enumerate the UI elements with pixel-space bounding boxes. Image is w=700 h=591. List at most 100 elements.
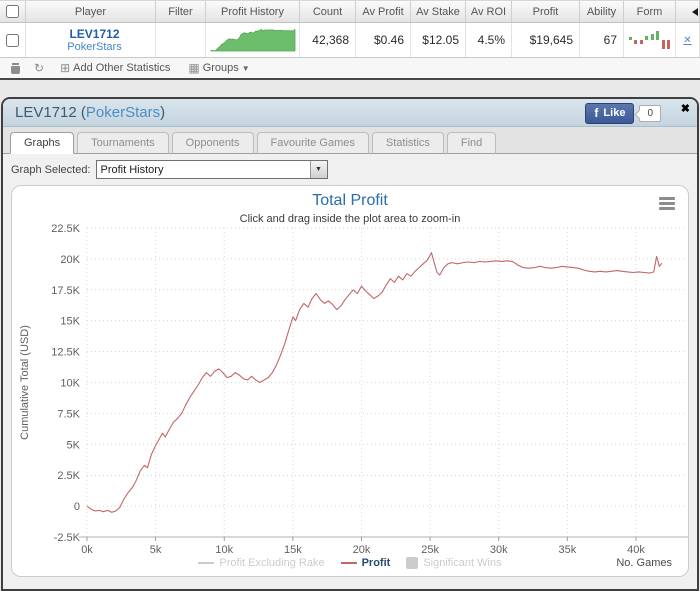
legend-item-significant-wins[interactable]: Significant Wins	[406, 557, 502, 569]
svg-text:5K: 5K	[67, 439, 81, 451]
ability-cell: 67	[580, 23, 624, 57]
column-header-av-roi[interactable]: Av ROI	[466, 1, 512, 22]
chart-subtitle: Click and drag inside the plot area to z…	[239, 213, 461, 225]
tab-tournaments[interactable]: Tournaments	[77, 132, 169, 154]
svg-text:10k: 10k	[215, 544, 233, 554]
chart-title: Total Profit	[312, 192, 388, 209]
like-label: Like	[603, 107, 626, 119]
row-close-icon[interactable]: ✕	[683, 34, 692, 46]
svg-text:20K: 20K	[60, 254, 80, 266]
like-count-badge: 0	[639, 105, 661, 122]
column-header-profit-history[interactable]: Profit History	[206, 1, 300, 22]
filter-cell	[156, 23, 206, 57]
grid-corner-arrow-icon	[692, 8, 698, 16]
svg-text:10K: 10K	[60, 378, 80, 390]
row-select-cell	[0, 23, 26, 57]
column-header-profit[interactable]: Profit	[512, 1, 580, 22]
graph-select-value: Profit History	[100, 163, 164, 176]
profit-sparkline	[210, 28, 295, 52]
svg-text:12.5K: 12.5K	[51, 347, 80, 359]
grid-toolbar: ↻ ⊞ Add Other Statistics ▦ Groups ▼	[0, 58, 700, 80]
graph-selector-row: Graph Selected: Profit History ▼	[3, 154, 697, 184]
legend-item-profit[interactable]: Profit	[340, 557, 391, 569]
legend-label: Profit Excluding Rake	[219, 557, 325, 569]
column-header-ability[interactable]: Ability	[580, 1, 624, 22]
groups-label: Groups	[202, 62, 239, 74]
legend-label: Significant Wins	[423, 557, 502, 569]
panel-close-icon[interactable]: ✖	[680, 103, 690, 115]
player-cell: LEV1712 PokerStars	[26, 23, 156, 57]
svg-text:5k: 5k	[150, 544, 162, 554]
grid-header-row: Player Filter Profit History Count Av Pr…	[0, 1, 700, 23]
svg-text:2.5K: 2.5K	[57, 470, 80, 482]
graph-select-dropdown[interactable]: Profit History ▼	[95, 160, 328, 179]
column-header-count[interactable]: Count	[300, 1, 356, 22]
tab-bar: Graphs Tournaments Opponents Favourite G…	[3, 127, 697, 154]
svg-text:30k: 30k	[490, 544, 508, 554]
svg-text:22.5K: 22.5K	[51, 223, 80, 235]
chart-menu-icon[interactable]	[659, 197, 675, 212]
caret-down-icon: ▼	[241, 63, 250, 73]
svg-text:15K: 15K	[60, 316, 80, 328]
select-all-checkbox[interactable]	[6, 5, 19, 18]
tab-find[interactable]: Find	[446, 132, 497, 154]
facebook-like-widget: f Like 0	[585, 103, 661, 124]
panel-title-site-link[interactable]: PokerStars	[85, 104, 161, 121]
player-site-link[interactable]: PokerStars	[67, 40, 122, 53]
panel-title-player: LEV1712 (	[15, 104, 86, 121]
form-bars-chart	[627, 28, 673, 52]
dropdown-arrow-icon: ▼	[309, 161, 327, 178]
trash-icon[interactable]	[11, 62, 20, 74]
svg-text:Cumulative Total (USD): Cumulative Total (USD)	[19, 325, 31, 440]
legend-line-swatch	[198, 562, 215, 564]
svg-text:15k: 15k	[284, 544, 302, 554]
player-grid: Player Filter Profit History Count Av Pr…	[0, 0, 700, 80]
svg-text:17.5K: 17.5K	[51, 285, 80, 297]
tab-favourite-games[interactable]: Favourite Games	[256, 132, 369, 154]
select-all-cell	[0, 1, 26, 22]
groups-button[interactable]: ▦ Groups ▼	[188, 61, 249, 75]
chart-plot-area[interactable]: 0k 5k 10k 15k 20k 25k 30k 35k 40k -2.5K 0 2.5K 5K 7.5…	[12, 186, 690, 554]
column-header-av-stake[interactable]: Av Stake	[411, 1, 466, 22]
profit-chart[interactable]: Total Profit Click and drag inside the p…	[11, 185, 689, 577]
svg-text:0k: 0k	[81, 544, 93, 554]
player-detail-panel: LEV1712 (PokerStars) f Like 0 ✖ Graphs T…	[1, 97, 699, 591]
groups-icon: ▦	[188, 61, 200, 75]
av-stake-cell: $12.05	[411, 23, 466, 57]
svg-text:40k: 40k	[627, 544, 645, 554]
column-header-player[interactable]: Player	[26, 1, 156, 22]
form-cell	[624, 23, 676, 57]
add-other-statistics-label: Add Other Statistics	[73, 62, 171, 74]
row-close-cell: ✕	[676, 23, 700, 57]
svg-text:35k: 35k	[558, 544, 576, 554]
svg-text:20k: 20k	[353, 544, 371, 554]
av-roi-cell: 4.5%	[466, 23, 512, 57]
count-cell: 42,368	[300, 23, 356, 57]
svg-text:25k: 25k	[421, 544, 439, 554]
tab-graphs[interactable]: Graphs	[10, 132, 75, 154]
column-header-av-profit[interactable]: Av Profit	[356, 1, 411, 22]
table-row: LEV1712 PokerStars 42,368 $0.46 $12.05 4…	[0, 23, 700, 58]
column-header-form[interactable]: Form	[624, 1, 676, 22]
chart-legend: Profit Excluding Rake Profit Significant…	[12, 557, 688, 569]
legend-label: Profit	[361, 557, 391, 569]
svg-text:-2.5K: -2.5K	[54, 532, 81, 544]
add-other-statistics-button[interactable]: ⊞ Add Other Statistics	[60, 61, 170, 75]
row-checkbox[interactable]	[6, 33, 19, 47]
svg-text:7.5K: 7.5K	[57, 408, 80, 420]
refresh-icon[interactable]: ↻	[34, 61, 45, 75]
facebook-like-button[interactable]: f Like	[585, 103, 635, 124]
x-axis-title: No. Games	[616, 557, 672, 569]
svg-text:0: 0	[74, 501, 80, 513]
panel-title-paren: )	[160, 104, 166, 121]
legend-item-profit-excluding-rake[interactable]: Profit Excluding Rake	[198, 557, 325, 569]
tab-statistics[interactable]: Statistics	[371, 132, 444, 154]
column-header-filter[interactable]: Filter	[156, 1, 206, 22]
legend-box-swatch	[406, 557, 419, 569]
legend-line-swatch	[340, 562, 357, 564]
player-name-link[interactable]: LEV1712	[69, 26, 120, 41]
add-window-icon: ⊞	[60, 61, 71, 75]
tab-opponents[interactable]: Opponents	[171, 132, 254, 154]
panel-title: LEV1712 (PokerStars)	[15, 104, 165, 121]
profit-history-cell	[206, 23, 300, 57]
